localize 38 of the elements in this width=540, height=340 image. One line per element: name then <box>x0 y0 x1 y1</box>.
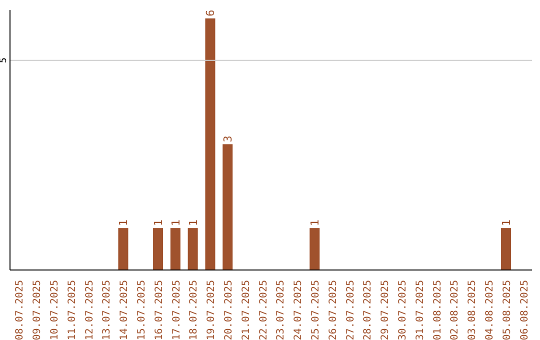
x-tick-label: 24.07.2025 <box>293 280 304 340</box>
x-tick-label: 12.07.2025 <box>84 280 96 340</box>
x-tick-label: 21.07.2025 <box>240 280 252 340</box>
data-label: 1 <box>500 219 514 226</box>
data-label: 1 <box>308 219 322 226</box>
x-tick-label: 31.07.2025 <box>414 280 426 340</box>
x-tick-label: 22.07.2025 <box>258 280 270 340</box>
x-tick-label: 06.08.2025 <box>519 280 530 340</box>
x-tick-label: 18.07.2025 <box>188 280 200 340</box>
x-tick-label: 30.07.2025 <box>398 280 408 340</box>
x-tick-label: 05.08.2025 <box>502 280 513 340</box>
x-tick-label: 17.07.2025 <box>171 280 182 340</box>
data-label: 1 <box>152 219 166 226</box>
x-tick-label: 09.07.2025 <box>32 280 44 340</box>
x-tick-label: 19.07.2025 <box>206 280 218 340</box>
data-label: 1 <box>117 219 130 226</box>
x-tick-label: 02.08.2025 <box>450 280 461 340</box>
x-tick-label: 10.07.2025 <box>50 280 60 340</box>
x-tick-label: 25.07.2025 <box>310 280 322 340</box>
x-tick-label: 04.08.2025 <box>484 280 496 340</box>
x-tick-label: 20.07.2025 <box>224 280 234 340</box>
x-tick-label: 13.07.2025 <box>102 280 113 340</box>
x-tick-label: 14.07.2025 <box>119 280 130 340</box>
data-label: 1 <box>186 219 200 226</box>
x-tick-label: 15.07.2025 <box>136 280 148 340</box>
x-tick-label: 08.07.2025 <box>14 280 26 340</box>
x-tick-label: 28.07.2025 <box>362 280 374 340</box>
data-label: 1 <box>169 219 182 226</box>
x-tick-label: 11.07.2025 <box>66 280 78 340</box>
x-tick-label: 29.07.2025 <box>380 280 392 340</box>
x-tick-label: 03.08.2025 <box>467 280 478 340</box>
x-tick-label: 26.07.2025 <box>328 280 339 340</box>
x-tick-label: 23.07.2025 <box>276 280 287 340</box>
data-label: 6 <box>204 10 218 16</box>
x-tick-label: 16.07.2025 <box>154 280 165 340</box>
x-tick-label: 01.08.2025 <box>432 280 444 340</box>
x-tick-label: 27.07.2025 <box>345 280 356 340</box>
data-label: 3 <box>222 136 235 142</box>
